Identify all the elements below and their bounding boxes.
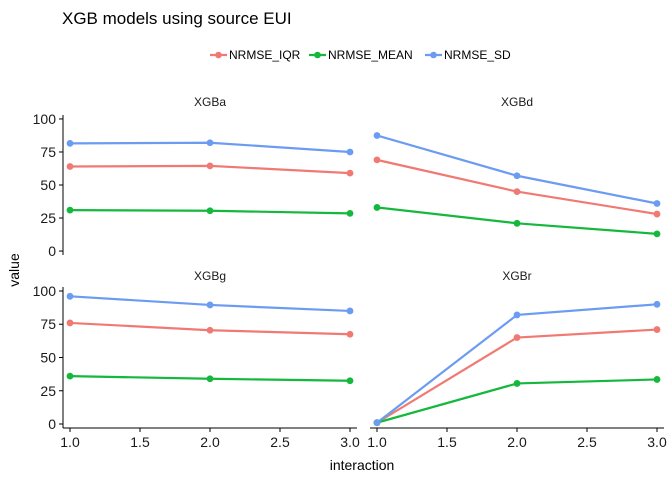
data-point [66,139,74,147]
data-point [206,207,214,215]
data-point [653,200,661,207]
data-point [513,311,521,319]
data-point [206,326,214,334]
x-tick-label: 1.5 [437,434,457,450]
data-point [653,376,661,383]
data-point [66,372,74,380]
x-tick-label: 1.0 [367,434,387,450]
series-nrmse-sd [373,300,661,427]
data-point [513,334,521,341]
y-tick-label: 25 [40,210,56,226]
facet-panels: XGBa 0 25 50 75 100 XGBd XGBg 0 25 50 75 100 1.0 1.5 2.… [33,95,667,450]
data-point [373,204,381,211]
legend-label: NRMSE_MEAN [328,48,413,62]
data-point [373,156,381,164]
data-point [66,206,74,214]
y-tick-label: 75 [40,144,56,160]
x-tick-label: 1.5 [130,434,150,450]
x-tick-label: 1.0 [60,434,80,450]
y-tick-label: 75 [40,316,56,332]
panel-xgbg: XGBg 0 25 50 75 100 1.0 1.5 2.0 2.5 3.0 [33,269,360,450]
panel-xgba: XGBa 0 25 50 75 100 [33,95,354,259]
data-point [346,209,354,217]
series-line [376,328,658,424]
series-line [376,303,658,424]
data-point [653,230,661,238]
series-nrmse-iqr [66,319,354,338]
x-tick-label: 3.0 [340,434,360,450]
data-point [513,380,521,387]
series-nrmse-mean [66,206,354,217]
series-nrmse-iqr [66,162,354,177]
legend: NRMSE_IQR NRMSE_MEAN NRMSE_SD [210,48,511,62]
panel-xgbr: XGBr 1.0 1.5 2.0 2.5 3.0 [367,269,667,450]
x-tick-label: 2.5 [270,434,290,450]
series-nrmse-sd [66,139,354,156]
legend-label: NRMSE_IQR [229,48,301,62]
series-nrmse-iqr [373,156,661,218]
series-nrmse-sd [66,292,354,315]
series-line [376,158,658,216]
data-point [66,292,74,300]
y-tick-label: 0 [48,243,56,259]
series-nrmse-mean [373,204,661,238]
data-point [346,148,354,156]
legend-key-point [215,51,222,59]
x-axis-label: interaction [330,457,395,473]
data-point [206,139,214,147]
data-point [513,188,521,196]
panel-strip-label: XGBg [194,269,226,283]
y-tick-label: 100 [33,283,57,299]
chart-title: XGB models using source EUI [62,9,292,28]
data-point [373,419,381,427]
x-tick-label: 2.0 [507,434,527,450]
data-point [346,307,354,315]
y-axis-label: value [6,253,22,287]
panel-strip-label: XGBr [502,269,531,283]
y-tick-label: 0 [48,416,56,432]
y-tick-label: 100 [33,111,57,127]
data-point [346,377,354,385]
data-point [206,375,214,383]
data-point [513,219,521,227]
x-tick-label: 2.5 [577,434,597,450]
data-point [66,319,74,327]
x-tick-label: 3.0 [647,434,667,450]
data-point [653,326,661,333]
panel-strip-label: XGBa [194,95,226,109]
series-nrmse-mean [66,372,354,385]
data-point [653,300,661,308]
data-point [66,163,74,170]
legend-item-nrmse-iqr: NRMSE_IQR [210,48,301,62]
legend-item-nrmse-sd: NRMSE_SD [425,48,511,62]
panel-xgbd: XGBd [373,95,661,238]
series-nrmse-mean [373,376,661,427]
series-nrmse-sd [373,132,661,207]
x-tick-label: 2.0 [200,434,220,450]
data-point [206,162,214,170]
legend-item-nrmse-mean: NRMSE_MEAN [309,48,413,62]
data-point [206,301,214,309]
y-tick-label: 25 [40,383,56,399]
data-point [346,169,354,177]
data-point [373,132,381,139]
data-point [653,210,661,218]
y-tick-label: 50 [40,350,56,366]
data-point [346,330,354,338]
legend-key-point [314,51,321,59]
panel-strip-label: XGBd [501,95,533,109]
legend-label: NRMSE_SD [444,48,511,62]
legend-key-point [430,51,437,59]
data-point [513,172,521,180]
y-tick-label: 50 [40,177,56,193]
